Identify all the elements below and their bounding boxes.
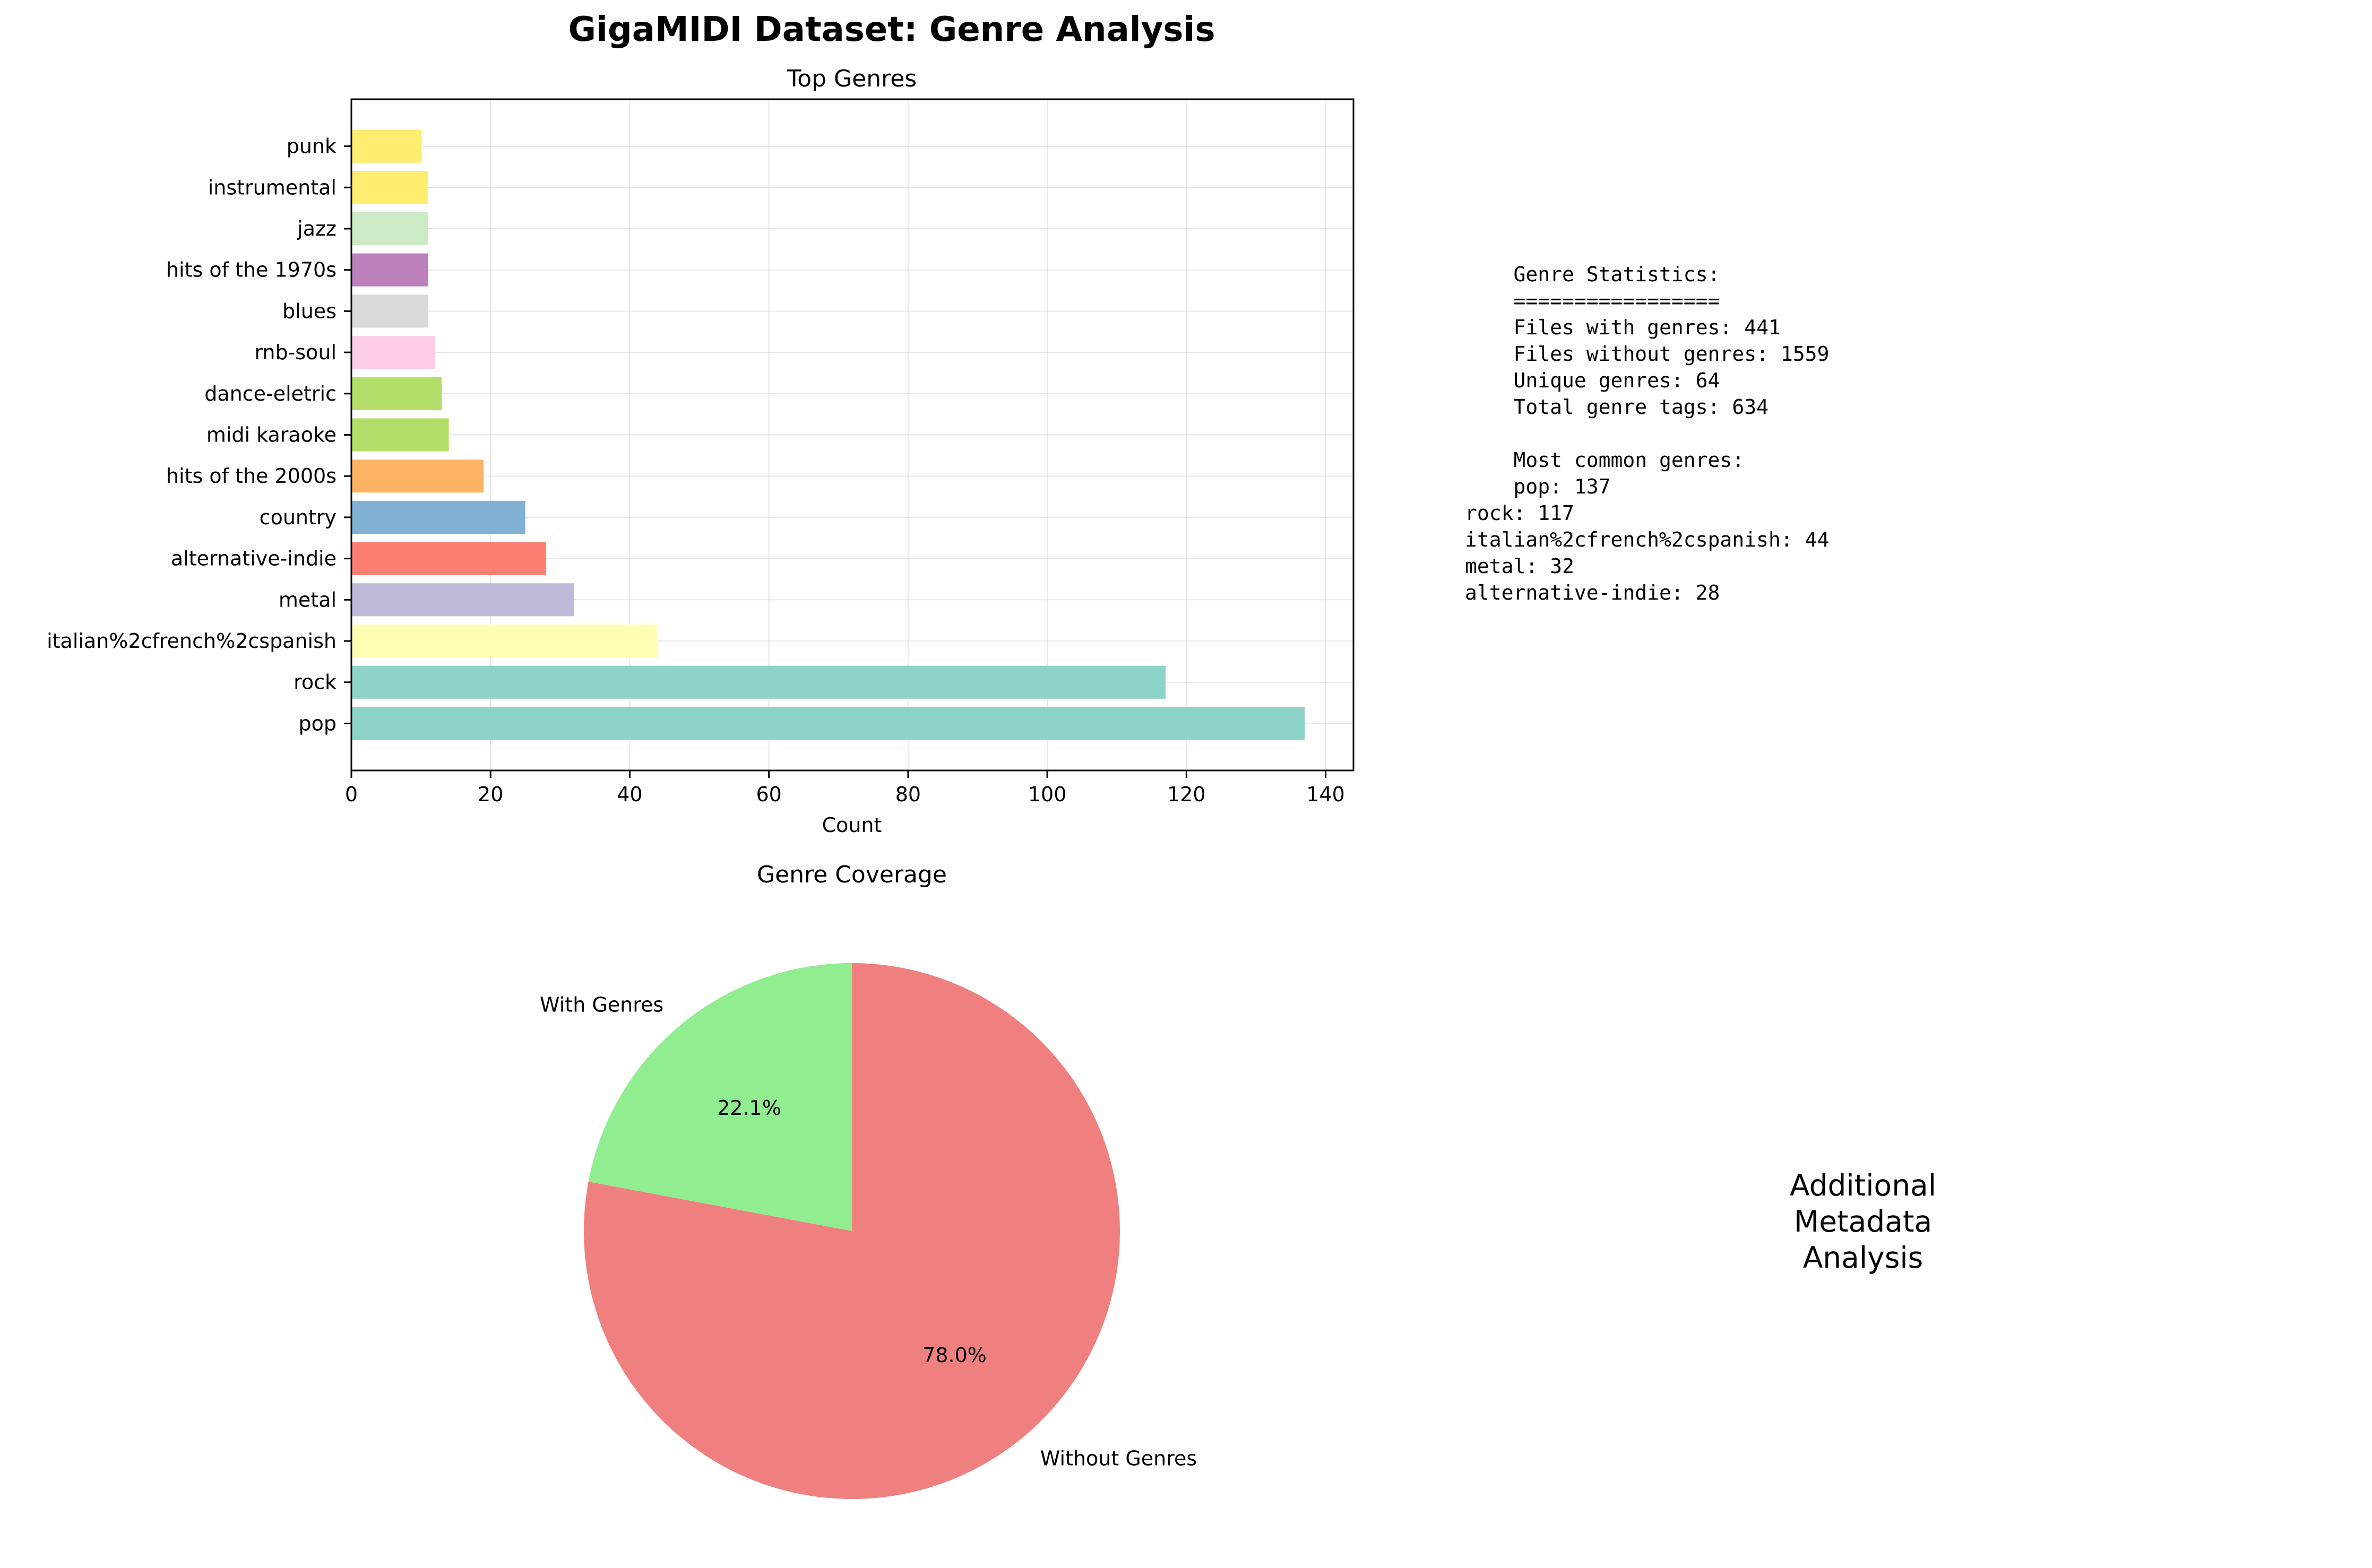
bar-chart-xlabel: Count [822,813,882,837]
y-tick-label: blues [282,299,337,323]
bar-chart-title: Top Genres [787,65,917,92]
bar-rock [351,665,1166,699]
y-tick-label: alternative-indie [171,547,337,570]
genre-statistics-text: Genre Statistics: ================= File… [1465,261,1829,606]
y-tick-label: instrumental [208,176,337,199]
bar-instrumental [351,171,428,204]
y-tick-label: jazz [297,217,337,240]
x-tick-label: 120 [1167,783,1206,806]
bar-chart-frame [350,98,1355,772]
y-tick-label: metal [279,588,337,611]
stats-line: ================= [1465,289,1720,313]
x-tick-label: 80 [895,783,921,806]
y-tick-label: punk [287,135,337,158]
bar-pop [351,707,1305,740]
bar-jazz [351,212,428,246]
genre-coverage-pie-chart: Genre Coverage With Genres 22.1% Without G… [540,861,1197,1499]
figure-title: GigaMIDI Dataset: Genre Analysis [568,10,1215,49]
y-tick-label: hits of the 2000s [166,464,337,488]
stats-line: metal: 32 [1465,555,1574,578]
bar-midi-karaoke [351,418,449,452]
stats-line: Files without genres: 1559 [1465,342,1830,366]
bar-hits-of-the-2000s [351,460,484,493]
stats-line: rock: 117 [1465,501,1574,525]
bar-rnb-soul [351,336,435,369]
bar-hits-of-the-1970s [351,253,428,287]
bar-punk [351,129,421,163]
pie-slice-label: Without Genres [1040,1446,1197,1470]
x-tick-label: 40 [617,783,642,806]
pie-slice-without-genres [584,963,1120,1499]
y-tick-label: rnb-soul [254,341,337,364]
y-tick-label: country [260,506,337,529]
x-tick-label: 0 [345,783,358,806]
stats-line: pop: 137 [1465,475,1611,498]
pie-percent-label: 78.0% [922,1344,987,1367]
bar-dance-eletric [351,377,442,410]
x-tick-label: 20 [478,783,503,806]
y-tick-label: pop [299,712,337,735]
y-tick-label: hits of the 1970s [166,258,337,282]
stats-line: Most common genres: [1465,448,1745,472]
bar-metal [351,583,574,617]
stats-line: Unique genres: 64 [1465,369,1720,392]
bar-alternative-indie [351,542,547,575]
y-tick-label: rock [294,671,337,694]
top-genres-bar-chart: Top Genres pop rock italian%2cfrench%2cspa… [47,65,1355,837]
additional-metadata-label: Additional Metadata Analysis [1789,1168,1937,1275]
x-tick-label: 100 [1028,783,1067,806]
bar-italian-2cfrench-2cspanish [351,624,658,658]
stats-line: italian%2cfrench%2cspanish: 44 [1465,528,1830,551]
stats-line: Genre Statistics: [1465,263,1720,286]
y-tick-label: dance-eletric [204,382,337,405]
x-tick-label: 60 [756,783,781,806]
x-tick-label: 140 [1306,783,1345,806]
stats-line: Total genre tags: 634 [1465,395,1769,419]
bar-blues [351,294,428,328]
pie-chart-title: Genre Coverage [757,861,947,888]
pie-slice-with-genres [588,963,852,1231]
y-tick-label: midi karaoke [206,423,337,447]
pie-slice-label: With Genres [540,993,663,1017]
stats-line: alternative-indie: 28 [1465,581,1720,604]
y-tick-label: italian%2cfrench%2cspanish [47,629,337,653]
bar-country [351,500,525,534]
stats-line: Files with genres: 441 [1465,316,1781,339]
pie-percent-label: 22.1% [717,1096,781,1120]
